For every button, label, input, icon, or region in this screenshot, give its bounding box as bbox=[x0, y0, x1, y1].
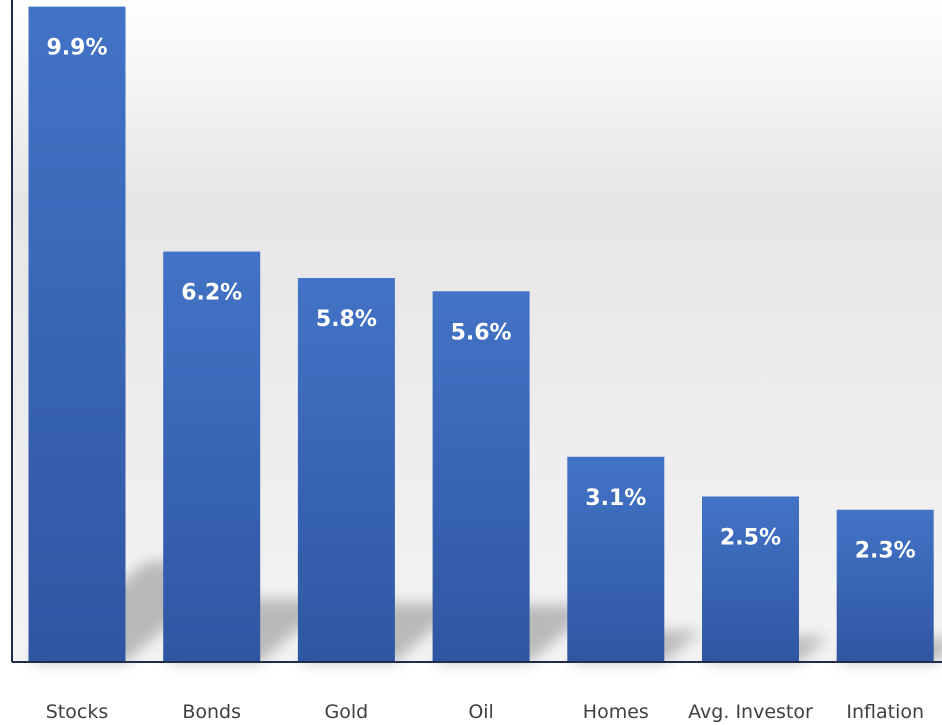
x-tick-labels: Stocks Bonds Gold Oil Homes Avg. Investor Infl… bbox=[46, 701, 924, 723]
value-label-oil: 5.6% bbox=[451, 320, 512, 345]
value-label-gold: 5.8% bbox=[316, 307, 377, 332]
value-label-stocks: 9.9% bbox=[46, 36, 107, 61]
bar-stocks bbox=[28, 6, 126, 663]
bar-homes bbox=[567, 456, 665, 662]
value-label-inflation: 2.3% bbox=[855, 539, 916, 564]
value-label-avg-investor: 2.5% bbox=[720, 526, 781, 551]
x-tick-label-bonds: Bonds bbox=[182, 701, 241, 723]
value-label-homes: 3.1% bbox=[585, 486, 646, 511]
bar-avg-investor bbox=[702, 496, 799, 662]
x-tick-label-homes: Homes bbox=[583, 701, 649, 723]
bar-oil bbox=[432, 291, 530, 662]
x-tick-label-stocks: Stocks bbox=[46, 701, 108, 723]
x-tick-label-avg-investor: Avg. Investor bbox=[688, 701, 813, 723]
bar-gold bbox=[297, 278, 395, 662]
x-tick-label-gold: Gold bbox=[325, 701, 369, 723]
value-label-bonds: 6.2% bbox=[181, 281, 242, 306]
value-labels: 9.9% 6.2% 5.8% 5.6% 3.1% 2.5% 2.3% bbox=[46, 36, 915, 564]
x-tick-label-inflation: Inflation bbox=[846, 701, 924, 723]
x-tick-label-oil: Oil bbox=[468, 701, 494, 723]
bar-bonds bbox=[163, 251, 261, 662]
bars bbox=[28, 6, 934, 663]
bar-inflation bbox=[836, 509, 934, 662]
